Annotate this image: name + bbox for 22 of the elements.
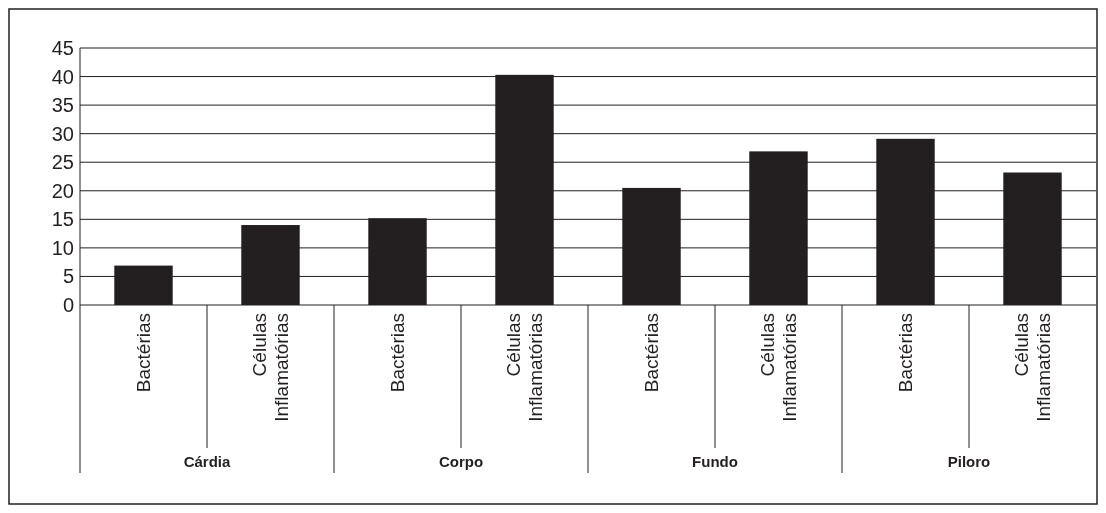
text: Fundo bbox=[692, 452, 738, 470]
x-tick-label: Células Inflamatórias bbox=[249, 313, 292, 422]
y-tick-label: 45 bbox=[51, 37, 74, 59]
x-tick-label: Células Inflamatórias bbox=[757, 313, 800, 422]
x-tick-label: Bactérias bbox=[895, 313, 916, 393]
x-tick-label: Células Inflamatórias bbox=[503, 313, 546, 422]
x-tick-label: Bactérias bbox=[133, 313, 154, 393]
y-tick-label: 0 bbox=[62, 294, 74, 316]
y-tick-label: 10 bbox=[51, 236, 74, 259]
text: Corpo bbox=[438, 452, 484, 470]
x-tick-label: Bactérias bbox=[641, 313, 662, 393]
y-tick-label: 35 bbox=[51, 94, 74, 117]
text: Piloro bbox=[947, 452, 991, 470]
y-tick-label: 40 bbox=[51, 65, 74, 88]
y-tick-label: 20 bbox=[51, 179, 74, 202]
y-tick-label: 30 bbox=[51, 122, 74, 145]
x-tick-label: Células Inflamatórias bbox=[1011, 313, 1054, 422]
y-tick-label: 15 bbox=[51, 208, 74, 231]
text: Cárdia bbox=[183, 452, 231, 470]
y-tick-label: 25 bbox=[51, 151, 74, 174]
y-tick-label: 5 bbox=[62, 265, 74, 288]
x-tick-label: Bactérias bbox=[387, 313, 408, 393]
